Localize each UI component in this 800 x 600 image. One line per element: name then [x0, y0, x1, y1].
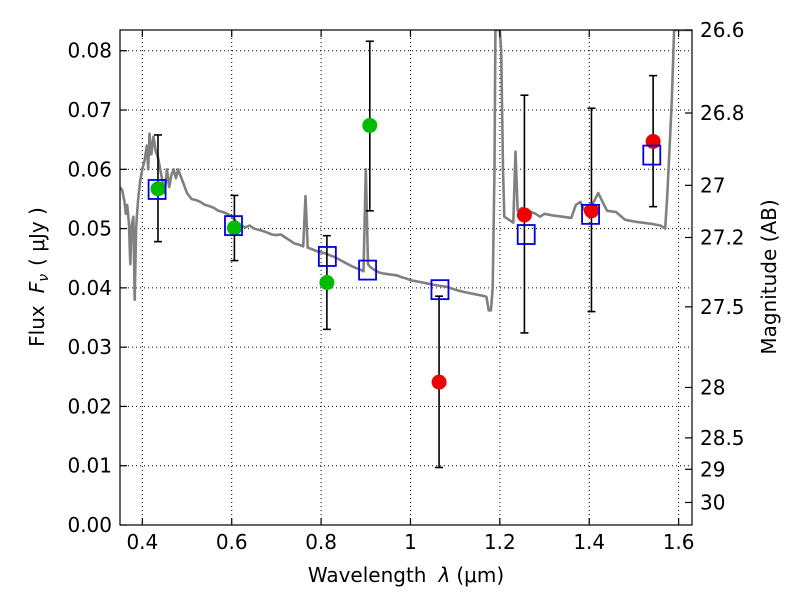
model-square [581, 203, 600, 225]
model-square [147, 179, 167, 200]
y2-tick-label: 28 [700, 375, 725, 399]
y-axis-label: FluxFν( μJy ) [25, 207, 52, 347]
y-tick-label: 0.03 [67, 335, 112, 359]
data-point [319, 275, 335, 291]
y2-tick-label: 29 [700, 457, 725, 481]
x-tick-label: 1 [404, 530, 417, 554]
x-tick-label: 1.4 [573, 530, 605, 554]
model-spectrum [120, 30, 692, 312]
y-tick-label: 0.05 [67, 217, 112, 241]
x-tick-label: 0.6 [216, 530, 248, 554]
y2-tick-label: 27 [700, 173, 725, 197]
x-tick-label: 0.8 [305, 530, 337, 554]
data-point [516, 207, 532, 223]
y-tick-label: 0.06 [67, 157, 112, 181]
y2-tick-label: 26.8 [700, 101, 745, 125]
error-bars [153, 40, 658, 469]
y-axis-ticks: 0.00 0.01 0.02 0.03 0.04 0.05 0.06 0.07 0.08 [67, 39, 127, 537]
y2-tick-label: 28.5 [700, 426, 745, 450]
x-tick-label: 1.2 [484, 530, 516, 554]
x-tick-label: 1.6 [663, 530, 695, 554]
data-point [583, 203, 599, 219]
model-square [430, 279, 450, 301]
model-square [642, 144, 662, 166]
y-tick-label: 0.02 [67, 394, 112, 418]
model-square [317, 246, 337, 267]
data-point [150, 181, 166, 197]
data-point [226, 220, 242, 236]
y-tick-label: 0.00 [67, 513, 112, 537]
y-tick-label: 0.01 [67, 454, 112, 478]
y-tick-label: 0.07 [67, 98, 112, 122]
data-markers [147, 117, 662, 390]
y-tick-label: 0.08 [67, 39, 112, 63]
model-square [358, 259, 377, 281]
y2-tick-label: 30 [700, 490, 725, 514]
model-square [224, 215, 243, 237]
y-tick-label: 0.04 [67, 276, 112, 300]
x-axis-ticks: 0.4 0.6 0.8 1 1.2 1.4 1.6 [126, 30, 695, 554]
y2-tick-label: 27.5 [700, 295, 745, 319]
y2-tick-label: 27.2 [700, 225, 745, 249]
data-point [431, 374, 447, 390]
y2-axis-ticks: 26.6 26.8 27 27.2 27.5 28 28.5 29 30 [685, 18, 745, 514]
data-point [362, 117, 378, 133]
model-square [516, 224, 536, 245]
y2-axis-label: Magnitude (AB) [757, 199, 781, 354]
x-tick-label: 0.4 [126, 530, 158, 554]
data-point [645, 133, 661, 149]
y2-tick-label: 26.6 [700, 18, 745, 42]
x-axis-label: Wavelength λ (μm) [308, 563, 504, 587]
plot-frame [119, 29, 693, 526]
spectrum-line [120, 30, 692, 312]
